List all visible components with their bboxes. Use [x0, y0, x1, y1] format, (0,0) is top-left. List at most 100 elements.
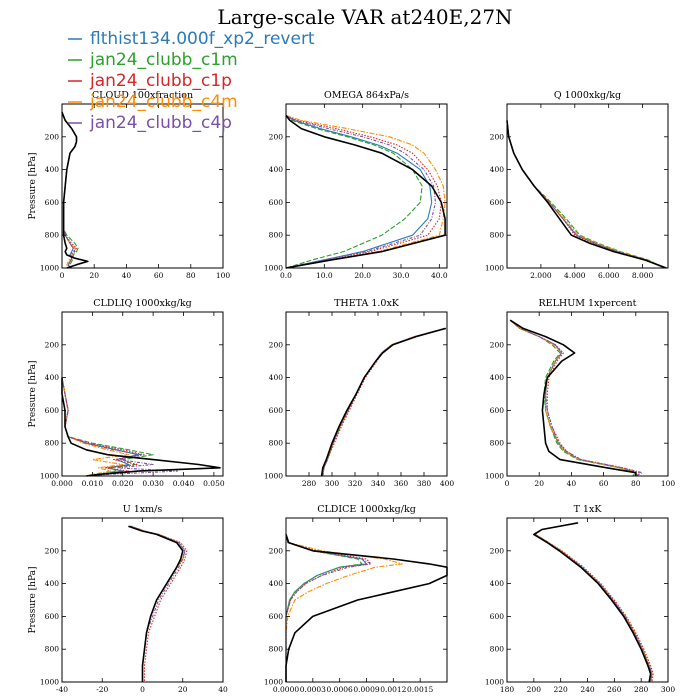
y-axis-label: Pressure [hPa]	[28, 360, 38, 427]
series-line-jan24_clubb_c4p	[285, 534, 372, 682]
x-tick-label: 0.040	[173, 479, 195, 488]
series-line-flthist134.000f_xp2_revert	[506, 120, 665, 269]
x-tick-label: 20	[89, 271, 99, 280]
x-tick-label: 0.000	[51, 479, 73, 488]
panel-title: CLDICE 1000xkg/kg	[317, 504, 416, 515]
x-tick-label: 8.000	[632, 271, 654, 280]
panel-title: T 1xK	[574, 504, 603, 515]
series-line-jan24_clubb_c4p	[322, 327, 445, 477]
x-tick-label: 380	[417, 479, 432, 488]
y-tick-label: 1000	[40, 678, 59, 687]
x-tick-label: 0.0006	[327, 685, 353, 694]
x-tick-label: 60	[154, 271, 164, 280]
x-tick-label: 0.0000	[273, 685, 299, 694]
y-tick-label: 800	[45, 645, 60, 654]
series-line-jan24_clubb_c4m	[61, 377, 130, 477]
series-line-jan24_clubb_c1m	[285, 115, 423, 269]
x-tick-label: 280	[634, 685, 649, 694]
series-line-jan24_clubb_c4p	[509, 319, 643, 477]
y-tick-label: 400	[269, 579, 284, 588]
y-tick-label: 400	[45, 579, 60, 588]
y-axis-label: Pressure [hPa]	[28, 152, 38, 219]
series-line-reference	[128, 525, 184, 682]
series-line-reference	[61, 377, 221, 477]
series-line-flthist134.000f_xp2_revert	[509, 319, 637, 477]
series-line-reference	[506, 120, 667, 269]
y-tick-label: 200	[45, 132, 60, 141]
series-line-jan24_clubb_c1m	[509, 319, 637, 477]
figure-title: Large-scale VAR at240E,27N	[217, 5, 512, 29]
y-tick-label: 1000	[264, 678, 283, 687]
y-tick-label: 800	[269, 439, 284, 448]
y-tick-label: 400	[490, 579, 505, 588]
panel-cldliq: 0.000 0.010 0.020 0.030 0.040 0.050 200 400 600 8…	[28, 298, 225, 488]
series-line-reference	[61, 111, 89, 269]
x-tick-label: 80	[186, 271, 196, 280]
y-tick-label: 400	[269, 373, 284, 382]
series-line-jan24_clubb_c4m	[506, 120, 665, 269]
panel-u: -40 -20 0 20 40 200 400 600 800 1000 U 1xm/s Pressu…	[28, 504, 228, 694]
y-tick-label: 800	[490, 439, 505, 448]
y-tick-label: 1000	[485, 678, 504, 687]
y-tick-label: 600	[490, 612, 505, 621]
y-tick-label: 200	[490, 546, 505, 555]
y-tick-label: 600	[269, 406, 284, 415]
panel-cldice: 0.0000 0.0003 0.0006 0.0009 0.0012 0.0015 200 4…	[264, 504, 448, 694]
y-axis-label: Pressure [hPa]	[28, 566, 38, 633]
y-tick-label: 200	[490, 340, 505, 349]
y-tick-label: 400	[490, 373, 505, 382]
series-line-jan24_clubb_c1p	[130, 525, 188, 682]
x-tick-label: -20	[96, 685, 108, 694]
y-tick-label: 1000	[485, 264, 504, 273]
y-tick-label: 1000	[485, 472, 504, 481]
y-tick-label: 800	[269, 231, 284, 240]
y-tick-label: 600	[490, 198, 505, 207]
x-tick-label: 0	[505, 479, 510, 488]
x-tick-label: 40	[567, 479, 577, 488]
series-line-jan24_clubb_c4p	[506, 120, 665, 269]
series-line-jan24_clubb_c4p	[130, 525, 186, 682]
series-line-jan24_clubb_c4p	[285, 115, 437, 269]
panel-cloud: 0 20 40 60 80 100 200 400 600 800 1000 CLOUD 100xfr…	[28, 90, 230, 280]
plot-frame	[61, 103, 224, 269]
y-tick-label: 600	[490, 406, 505, 415]
x-tick-label: 0.020	[112, 479, 134, 488]
series-line-jan24_clubb_c4p	[534, 522, 653, 683]
y-tick-label: 1000	[264, 264, 283, 273]
x-tick-label: 2.000	[530, 271, 552, 280]
plot-frame	[61, 311, 224, 477]
x-tick-label: 260	[607, 685, 622, 694]
x-tick-label: 20	[178, 685, 188, 694]
series-line-jan24_clubb_c1m	[61, 377, 154, 477]
legend-label: flthist134.000f_xp2_revert	[90, 29, 315, 49]
panel-title: OMEGA 864xPa/s	[324, 90, 409, 101]
plot-frame	[506, 311, 669, 477]
y-tick-label: 200	[269, 340, 284, 349]
x-tick-label: 400	[440, 479, 455, 488]
y-tick-label: 600	[45, 198, 60, 207]
y-tick-label: 400	[45, 373, 60, 382]
x-tick-label: 60	[599, 479, 609, 488]
panel-title: CLOUD 100xfraction	[92, 90, 193, 101]
x-tick-label: 4.000	[564, 271, 586, 280]
x-tick-label: 40.0	[431, 271, 448, 280]
y-tick-label: 200	[269, 546, 284, 555]
y-tick-label: 600	[269, 198, 284, 207]
plot-frame	[506, 103, 669, 269]
x-tick-label: 0.050	[203, 479, 225, 488]
legend: flthist134.000f_xp2_revertjan24_clubb_c1…	[68, 29, 315, 133]
x-tick-label: 0	[60, 271, 65, 280]
panel-relhum: 0 20 40 60 80 100 200 400 600 800 1000 RELHUM 1xper…	[485, 298, 675, 488]
panel-omega: 0.0 10.0 20.0 30.0 40.0 200 400 600 800 1000 OMEGA…	[264, 90, 448, 280]
x-tick-label: 300	[661, 685, 676, 694]
y-tick-label: 200	[45, 340, 60, 349]
x-tick-label: 30.0	[393, 271, 410, 280]
series-line-jan24_clubb_c1p	[509, 319, 640, 477]
y-tick-label: 1000	[40, 264, 59, 273]
series-line-jan24_clubb_c1p	[285, 114, 442, 269]
legend-label: jan24_clubb_c4p	[89, 113, 232, 133]
x-tick-label: 300	[325, 479, 340, 488]
x-tick-label: 80	[631, 479, 641, 488]
